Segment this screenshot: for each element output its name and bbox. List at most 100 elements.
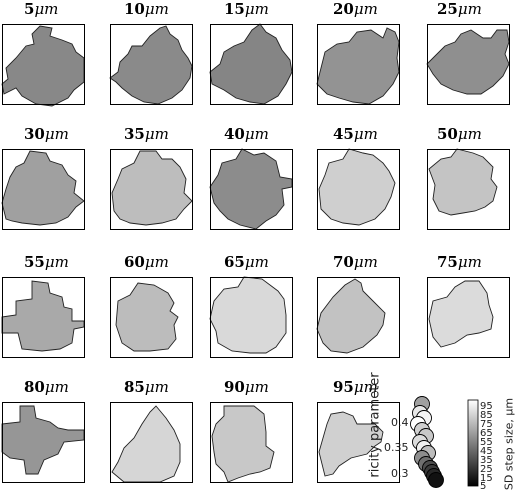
colorbar-tick: 15	[480, 473, 493, 484]
panel-frame	[210, 402, 293, 483]
grain-outline	[428, 148, 498, 216]
grain-outline	[115, 282, 179, 352]
panel-step-value: 90	[224, 378, 245, 396]
grain-outline	[209, 276, 287, 354]
grain-panel: 25μm	[426, 0, 513, 108]
inset-ytick: 0.35	[384, 441, 409, 454]
panel-step-value: 20	[333, 0, 354, 18]
panel-step-label: 25μm	[437, 0, 482, 18]
panel-step-unit: μm	[244, 378, 269, 396]
panel-step-unit: μm	[244, 125, 269, 143]
panel-step-unit: μm	[144, 0, 169, 18]
colorbar-tick: 85	[480, 410, 493, 421]
panel-step-unit: μm	[353, 0, 378, 18]
grain-outline	[211, 405, 275, 483]
grain-outline	[111, 150, 193, 226]
panel-frame	[110, 149, 193, 230]
panel-frame	[427, 24, 510, 105]
grain-panel: 20μm	[316, 0, 403, 108]
grain-panel: 85μm	[110, 378, 196, 486]
grain-outline	[1, 150, 85, 226]
panel-step-value: 95	[333, 378, 354, 396]
panel-frame	[317, 149, 400, 230]
panel-step-label: 20μm	[333, 0, 378, 18]
grain-outline	[1, 405, 85, 475]
grain-panel: 35μm	[110, 125, 196, 233]
grain-outline	[1, 280, 85, 352]
grain-outline	[209, 148, 293, 230]
panel-step-unit: μm	[144, 378, 169, 396]
grain-panel: 95μm	[317, 378, 403, 486]
panel-frame	[110, 24, 193, 105]
grain-plot	[110, 149, 193, 230]
grain-outline	[426, 29, 510, 95]
grain-panel: 50μm	[427, 125, 513, 233]
grain-outline	[109, 25, 193, 105]
panel-step-value: 70	[333, 253, 354, 271]
panel-step-unit: μm	[353, 125, 378, 143]
panel-step-unit: μm	[44, 253, 69, 271]
grain-panel: 15μm	[209, 0, 296, 108]
grain-outline	[318, 148, 396, 226]
grain-outline	[1, 25, 85, 107]
panel-step-unit: μm	[457, 0, 482, 18]
panel-step-value: 60	[124, 253, 145, 271]
panel-frame	[2, 402, 85, 483]
panel-step-label: 50μm	[437, 125, 482, 143]
panel-step-unit: μm	[144, 125, 169, 143]
panel-step-value: 45	[333, 125, 354, 143]
colorbar-label: SD step size, μm	[502, 397, 516, 490]
panel-step-value: 80	[24, 378, 45, 396]
grain-plot	[110, 402, 193, 483]
panel-step-label: 85μm	[124, 378, 169, 396]
grain-plot	[209, 148, 293, 230]
panel-step-unit: μm	[457, 125, 482, 143]
scatter-point	[428, 472, 444, 488]
colorbar-tick: 25	[480, 464, 493, 475]
grain-panel: 30μm	[1, 125, 88, 233]
panel-step-value: 85	[124, 378, 145, 396]
panel-frame	[110, 277, 193, 358]
grain-outline	[316, 278, 386, 354]
grain-outline	[209, 23, 293, 105]
panel-step-value: 50	[437, 125, 458, 143]
grain-panel: 10μm	[109, 0, 196, 108]
grain-panel: 80μm	[1, 378, 88, 486]
grain-plot	[426, 24, 510, 105]
grain-plot	[1, 277, 85, 358]
panel-frame	[317, 24, 400, 105]
panel-step-unit: μm	[244, 0, 269, 18]
grain-plot	[1, 149, 85, 230]
panel-step-value: 65	[224, 253, 245, 271]
panel-step-label: 65μm	[224, 253, 269, 271]
grain-plot	[317, 148, 400, 230]
colorbar	[467, 399, 479, 487]
panel-frame	[210, 277, 293, 358]
panel-frame	[317, 277, 400, 358]
grain-panel: 70μm	[316, 253, 403, 361]
panel-step-label: 90μm	[224, 378, 269, 396]
grain-outline	[428, 280, 494, 348]
grain-plot	[1, 24, 85, 107]
grain-panel: 5μm	[1, 0, 88, 108]
panel-step-unit: μm	[457, 253, 482, 271]
panel-step-value: 5	[24, 0, 35, 18]
grain-panel: 60μm	[110, 253, 196, 361]
grain-plot	[316, 24, 400, 105]
inset-ytick: 0.4	[391, 416, 409, 429]
panel-step-unit: μm	[244, 253, 269, 271]
panel-frame	[427, 277, 510, 358]
panel-step-label: 15μm	[224, 0, 269, 18]
panel-step-value: 55	[24, 253, 45, 271]
grain-outline	[318, 411, 384, 477]
panel-step-unit: μm	[353, 253, 378, 271]
inset-plot	[410, 396, 444, 488]
inset-ytick: 0.3	[391, 467, 409, 480]
panel-step-value: 35	[124, 125, 145, 143]
panel-step-label: 5μm	[24, 0, 58, 18]
panel-step-value: 75	[437, 253, 458, 271]
panel-step-value: 15	[224, 0, 245, 18]
panel-step-unit: μm	[144, 253, 169, 271]
grain-panel: 55μm	[1, 253, 88, 361]
grain-outline	[111, 405, 181, 483]
